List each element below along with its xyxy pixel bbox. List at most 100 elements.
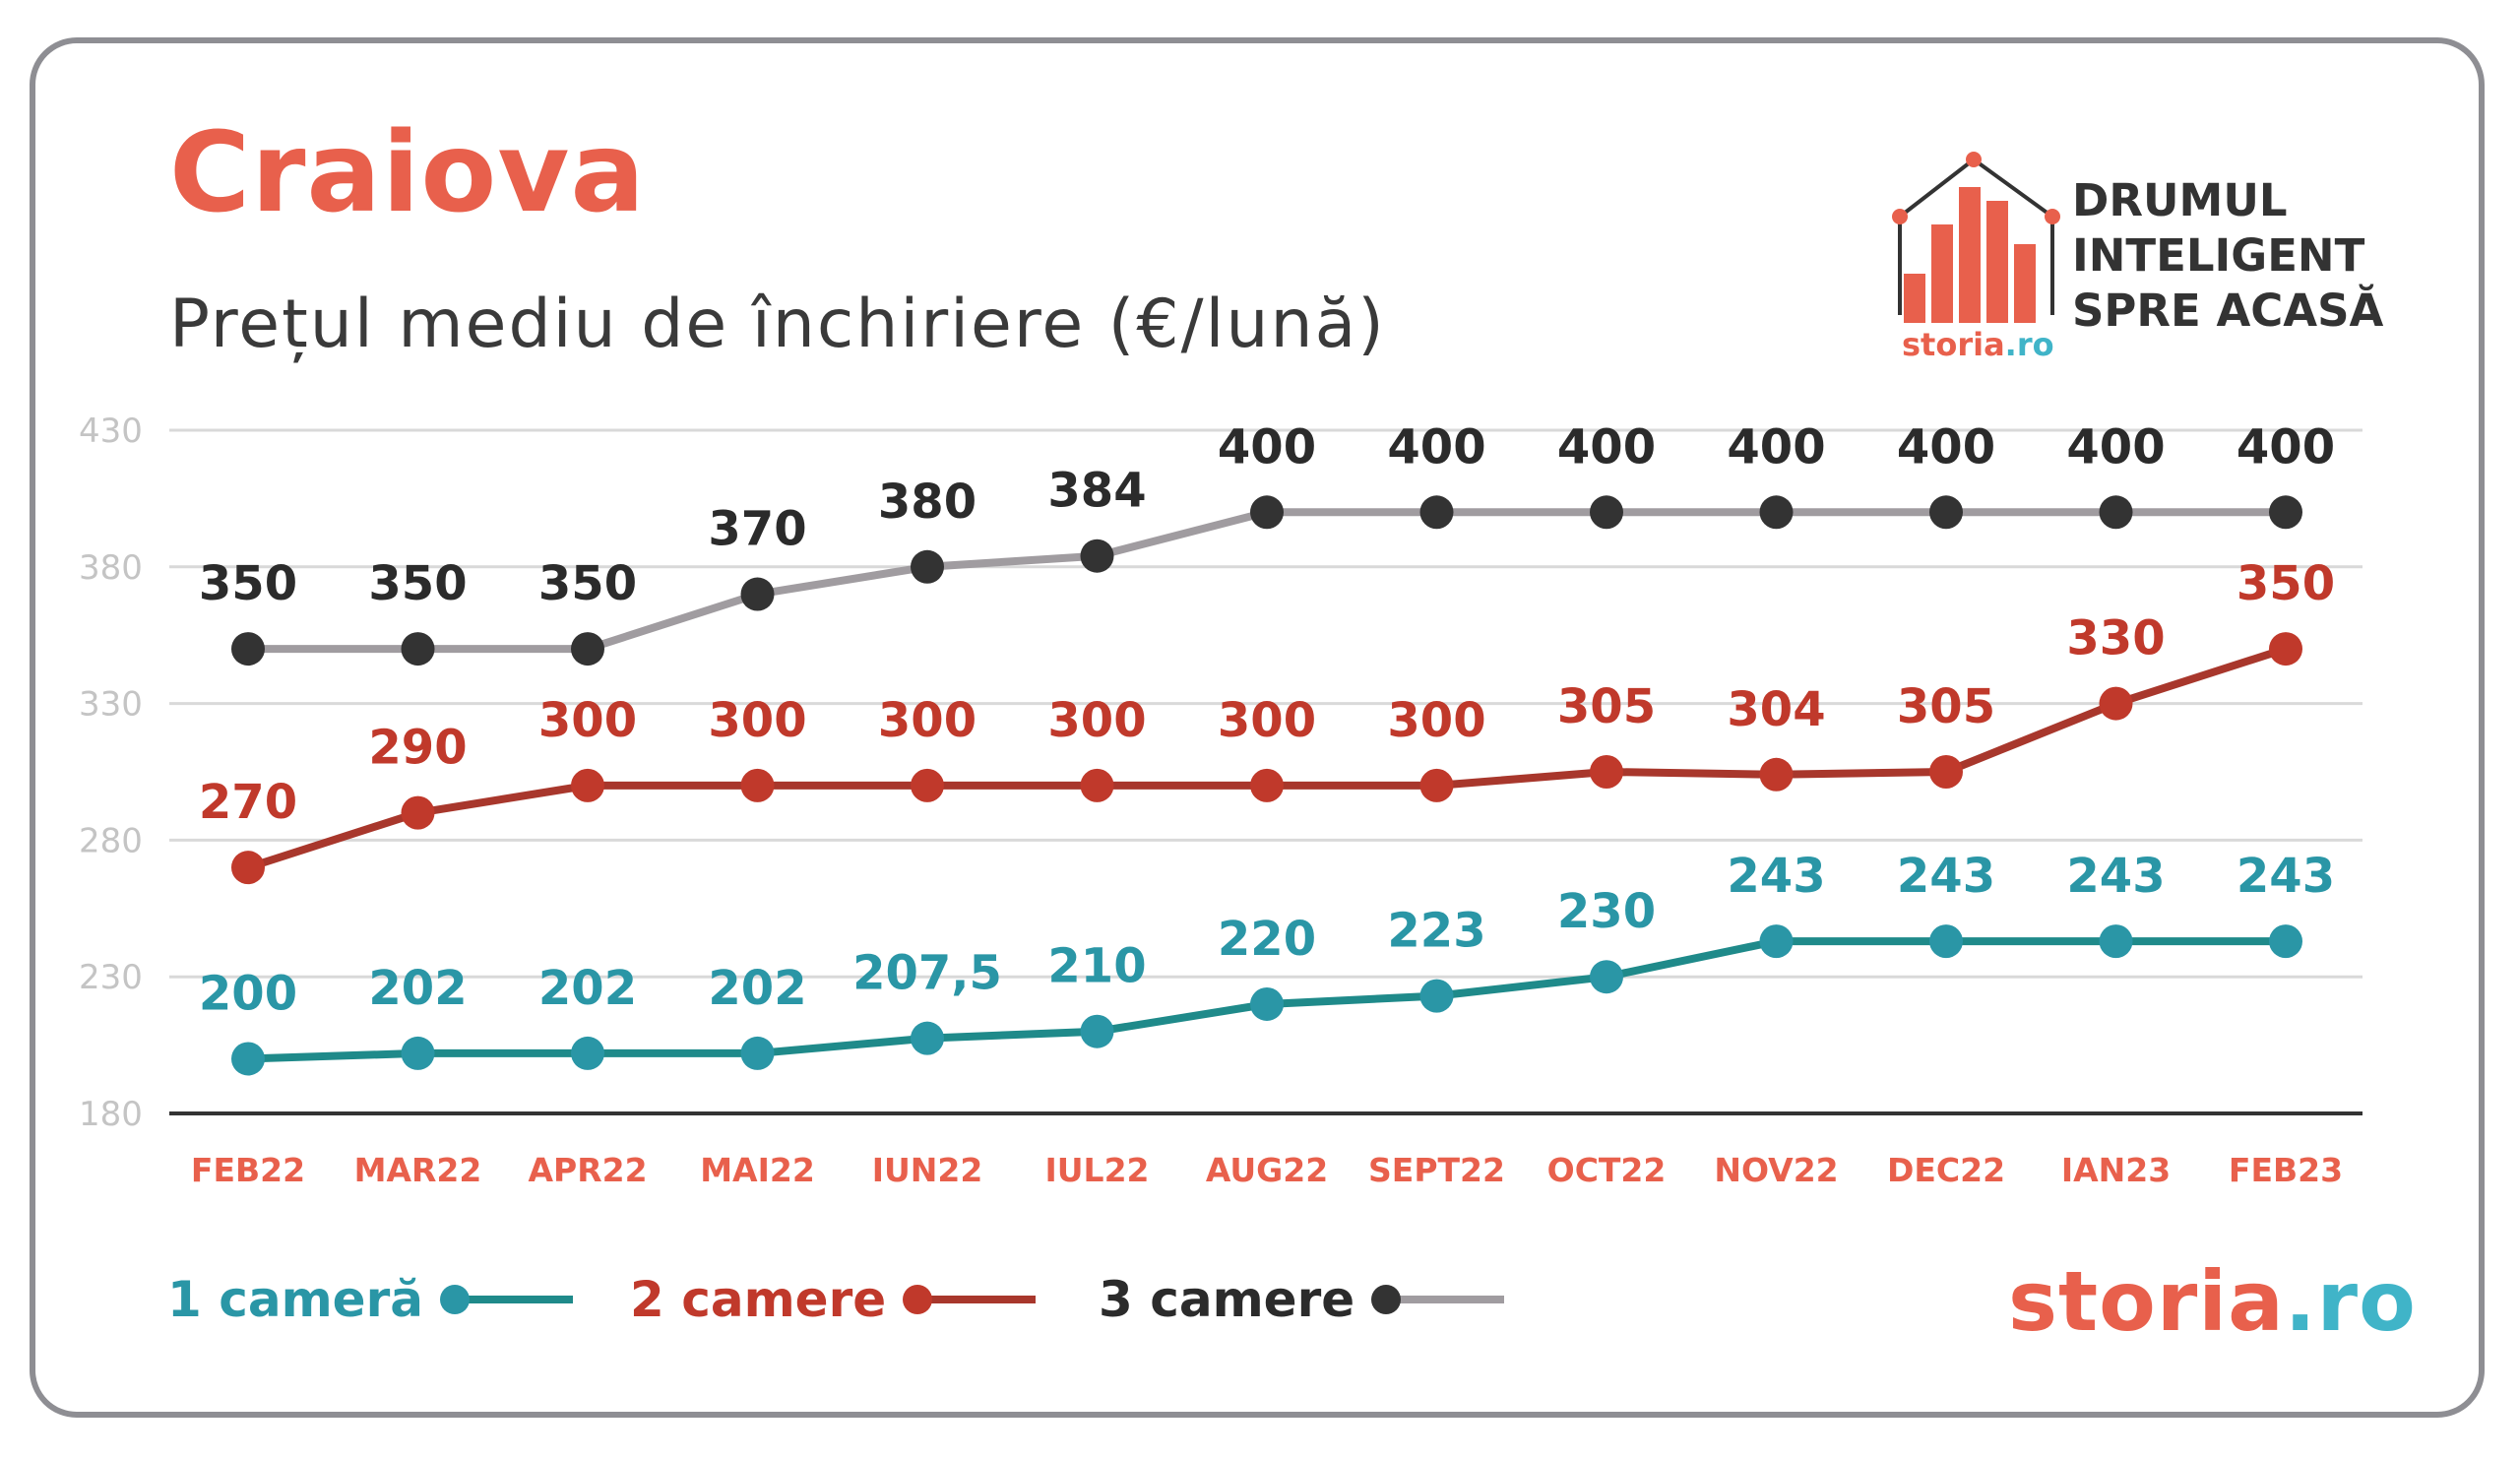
data-point-2 (401, 795, 435, 830)
data-label-2: 300 (1218, 693, 1316, 748)
x-tick-label: IUN22 (872, 1151, 983, 1189)
x-tick-label: FEB23 (2229, 1151, 2343, 1189)
data-point-3 (571, 632, 604, 666)
data-label-1: 202 (538, 961, 637, 1016)
x-tick-label: OCT22 (1547, 1151, 1667, 1189)
data-label-1: 243 (1897, 849, 1995, 904)
data-label-3: 380 (878, 475, 976, 530)
legend-label-3-camere: 3 camere (1099, 1271, 1355, 1328)
brand-logo-small: storia.ro (1902, 329, 2054, 360)
brand-tld-large: .ro (2284, 1253, 2417, 1350)
legend-label-1-camera: 1 cameră (167, 1271, 423, 1328)
data-label-3: 400 (1218, 419, 1316, 475)
x-tick-label: SEPT22 (1368, 1151, 1505, 1189)
data-label-1: 202 (368, 961, 467, 1016)
data-label-1: 220 (1218, 912, 1316, 967)
data-point-3 (2269, 495, 2302, 530)
y-tick-label: 430 (79, 412, 143, 451)
data-point-3 (1929, 495, 1963, 530)
house-bar-chart-icon (1892, 152, 2060, 323)
data-label-2: 305 (1897, 679, 1995, 734)
legend-item-3-camere: 3 camere (1099, 1270, 1508, 1329)
data-point-3 (401, 632, 435, 666)
card-frame (30, 37, 2485, 1418)
x-tick-label: FEB22 (191, 1151, 305, 1189)
slogan-line-3: SPRE ACASĂ (2072, 285, 2384, 337)
data-label-1: 200 (199, 966, 297, 1021)
data-label-1: 207,5 (852, 946, 1002, 1001)
x-tick-label: NOV22 (1714, 1151, 1838, 1189)
data-label-3: 350 (538, 556, 637, 611)
data-point-1 (1250, 986, 1284, 1021)
data-point-1 (401, 1036, 435, 1070)
data-label-1: 243 (2236, 849, 2335, 904)
data-label-3: 400 (1557, 419, 1656, 475)
data-point-3 (231, 632, 265, 666)
data-point-3 (1590, 495, 1623, 530)
x-tick-label: APR22 (528, 1151, 647, 1189)
data-point-2 (740, 768, 775, 802)
legend-item-1-camera: 1 cameră (167, 1270, 577, 1329)
y-tick-label: 230 (79, 958, 143, 997)
data-label-1: 243 (2066, 849, 2165, 904)
y-tick-label: 180 (79, 1095, 143, 1134)
data-point-2 (1250, 768, 1284, 802)
data-label-1: 210 (1047, 939, 1146, 994)
legend-label-2-camere: 2 camere (630, 1271, 887, 1328)
legend-swatch-2-camere (903, 1285, 1037, 1314)
data-label-2: 270 (199, 775, 297, 830)
data-point-2 (1080, 768, 1114, 802)
data-label-3: 384 (1047, 464, 1146, 519)
data-label-2: 330 (2066, 611, 2165, 666)
data-point-2 (2269, 632, 2302, 666)
brand-name-small: storia (1902, 326, 2005, 363)
data-label-2: 300 (1387, 693, 1485, 748)
y-tick-label: 280 (79, 821, 143, 860)
chart-subtitle: Prețul mediu de închiriere (€/lună) (169, 285, 1386, 363)
data-point-1 (740, 1036, 775, 1070)
data-point-1 (571, 1036, 604, 1070)
y-tick-label: 330 (79, 685, 143, 725)
data-point-2 (1419, 768, 1454, 802)
data-point-2 (571, 768, 604, 802)
data-label-1: 223 (1387, 904, 1485, 959)
data-label-3: 400 (1387, 419, 1485, 475)
x-tick-label: IAN23 (2061, 1151, 2171, 1189)
data-point-1 (1759, 924, 1794, 959)
data-label-2: 300 (538, 693, 637, 748)
x-tick-label: MAR22 (354, 1151, 482, 1189)
y-tick-label: 380 (79, 548, 143, 588)
data-label-3: 400 (2066, 419, 2165, 475)
data-point-3 (2099, 495, 2133, 530)
data-label-3: 370 (708, 502, 806, 557)
data-label-2: 305 (1557, 679, 1656, 734)
slogan-line-1: DRUMUL (2072, 174, 2288, 226)
data-label-2: 290 (368, 721, 467, 776)
data-point-3 (1250, 495, 1284, 530)
data-label-2: 304 (1727, 682, 1825, 737)
data-label-2: 300 (878, 693, 976, 748)
data-label-2: 300 (1047, 693, 1146, 748)
brand-logo-large: storia.ro (2008, 1260, 2417, 1343)
data-point-2 (1590, 755, 1623, 789)
chart-title: Craiova (169, 109, 646, 237)
data-label-2: 350 (2236, 556, 2335, 611)
data-point-3 (740, 577, 775, 611)
data-point-2 (2099, 686, 2133, 721)
legend-item-2-camere: 2 camere (630, 1270, 1040, 1329)
slogan: DRUMUL INTELIGENT SPRE ACASĂ (2072, 173, 2383, 339)
data-point-1 (1590, 960, 1623, 994)
data-point-1 (2269, 924, 2302, 959)
data-label-3: 400 (1727, 419, 1825, 475)
data-label-3: 350 (368, 556, 467, 611)
data-point-1 (911, 1021, 944, 1055)
x-tick-label: DEC22 (1887, 1151, 2005, 1189)
x-tick-label: IUL22 (1044, 1151, 1149, 1189)
data-label-1: 230 (1557, 884, 1656, 939)
data-label-1: 202 (708, 961, 806, 1016)
data-point-2 (1929, 755, 1963, 789)
brand-tld-small: .ro (2004, 326, 2054, 363)
legend-swatch-3-camere (1371, 1285, 1505, 1314)
legend-swatch-1-camera (440, 1285, 573, 1314)
data-point-3 (1419, 495, 1454, 530)
